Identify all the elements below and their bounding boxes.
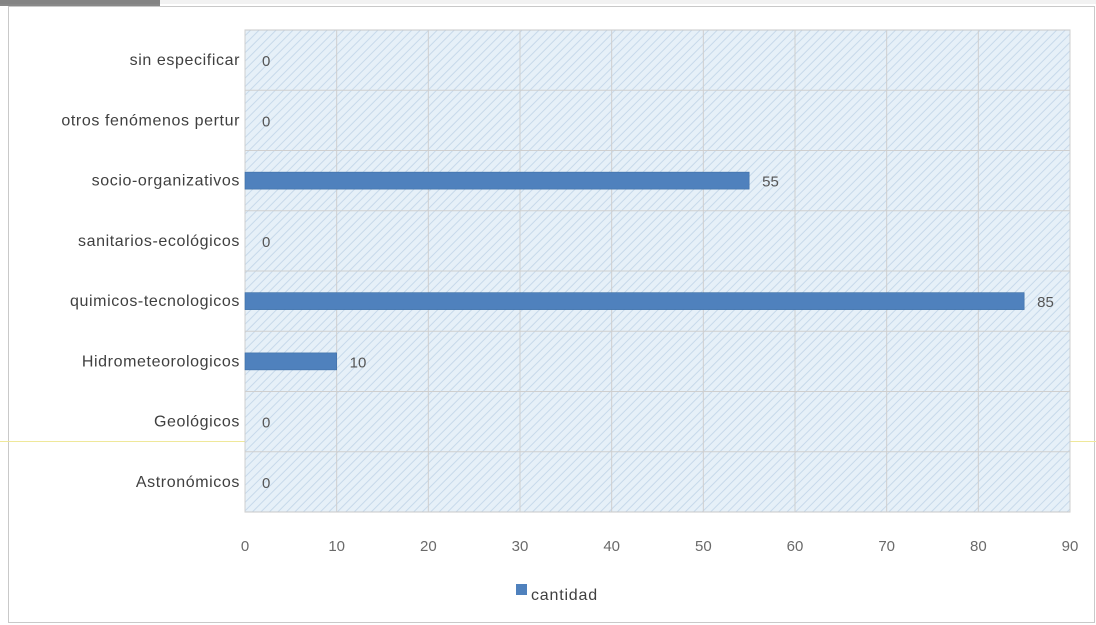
data-label: 10 (350, 354, 367, 371)
category-label: Geológicos (154, 414, 240, 431)
legend-swatch-cantidad (516, 584, 527, 595)
x-tick-label: 60 (787, 538, 804, 555)
x-tick-label: 40 (603, 538, 620, 555)
bar (244, 352, 337, 371)
x-tick-label: 80 (970, 538, 987, 555)
x-tick-label: 50 (695, 538, 712, 555)
x-tick-label: 30 (512, 538, 529, 555)
data-label: 85 (1037, 294, 1054, 311)
category-label: otros fenómenos pertur (61, 112, 240, 129)
data-labels: 0 0 55 0 85 10 0 0 (262, 53, 1054, 492)
legend-label-cantidad: cantidad (531, 587, 598, 604)
x-tick-label: 90 (1062, 538, 1079, 555)
legend: cantidad (516, 584, 598, 604)
data-label: 0 (262, 113, 270, 130)
data-label: 0 (262, 53, 270, 70)
x-tick-label: 70 (878, 538, 895, 555)
category-label: sin especificar (130, 52, 240, 69)
x-tick-label: 10 (328, 538, 345, 555)
x-tick-label: 0 (241, 538, 249, 555)
category-label: quimicos-tecnologicos (70, 293, 240, 310)
page-top-rule (0, 0, 1096, 4)
data-label: 0 (262, 234, 270, 251)
grid-lines (244, 30, 1071, 512)
category-labels: sin especificar otros fenómenos pertur soc… (61, 52, 240, 491)
bars (244, 171, 1025, 371)
data-label: 0 (262, 475, 270, 492)
top-ink-mark (0, 0, 160, 6)
x-tick-labels: 0 10 20 30 40 50 60 70 80 90 (241, 538, 1079, 555)
category-label: Astronómicos (136, 474, 240, 491)
data-label: 55 (762, 174, 779, 191)
category-label: sanitarios-ecológicos (78, 233, 240, 250)
x-tick-label: 20 (420, 538, 437, 555)
data-label: 0 (262, 415, 270, 432)
category-label: socio-organizativos (92, 173, 240, 190)
bar (244, 292, 1025, 310)
bar (244, 171, 750, 190)
category-label: Hidrometeorologicos (82, 353, 240, 370)
